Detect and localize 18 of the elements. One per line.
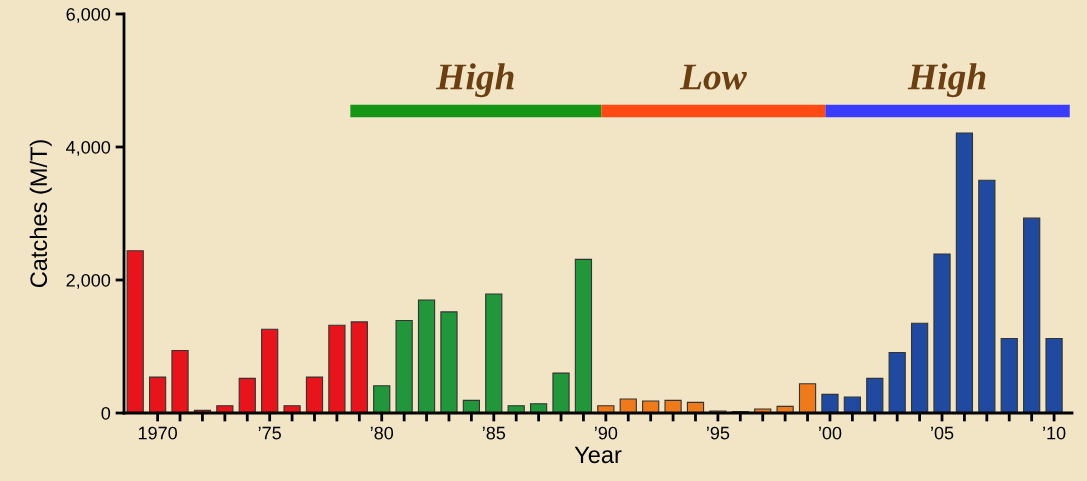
x-tick-label: ’75 [258, 426, 281, 440]
y-tick-label: 6,000 [66, 7, 111, 23]
x-tick-label: ’90 [594, 426, 618, 440]
x-tick-label: ’80 [370, 426, 394, 440]
series-label: Low [679, 64, 747, 90]
x-tick-label: ’05 [931, 426, 954, 440]
x-tick-label: ’95 [706, 426, 730, 440]
x-tick-label: ’10 [1043, 426, 1066, 440]
x-tick-label: 1970 [138, 426, 177, 440]
series-label: High [907, 63, 986, 98]
series-label: High [435, 63, 514, 98]
y-axis-title: Catches (M/T) [29, 140, 52, 288]
x-tick-label: ’00 [819, 426, 842, 440]
y-tick-label: 2,000 [66, 273, 111, 289]
x-tick-label: ’85 [482, 426, 506, 440]
y-tick-label: 0 [101, 406, 111, 420]
x-axis-title: Year [574, 446, 622, 464]
y-tick-label: 4,000 [66, 140, 111, 156]
